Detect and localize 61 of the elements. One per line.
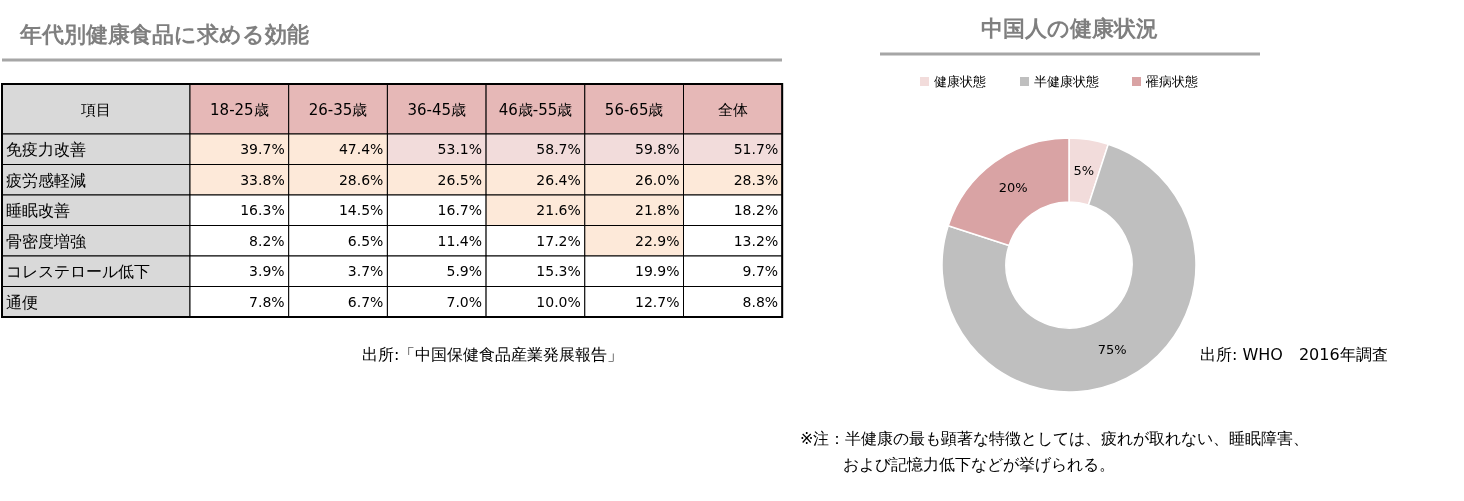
data-label: 51.7% xyxy=(733,141,779,158)
text: 出所: WHO 2016年調査 xyxy=(1200,345,1388,364)
data-label: 9.7% xyxy=(742,263,779,280)
y-tick-label: コレステロール低下 xyxy=(6,262,150,282)
data-label: 7.8% xyxy=(249,293,285,310)
text: ※注：半健康の最も顕著な特徴としては、疲れが取れない、睡眠障害、 xyxy=(800,429,1310,448)
data-label: 26.5% xyxy=(437,171,483,188)
text: および記憶力低下などが挙げられる。 xyxy=(843,455,1115,474)
y-tick-label: 免疫力改善 xyxy=(6,140,86,160)
x-tick-label: 全体 xyxy=(717,101,748,119)
data-label: 3.7% xyxy=(347,263,384,280)
data-label: 14.5% xyxy=(338,202,384,219)
chart-title: 中国人の健康状況 xyxy=(980,16,1158,41)
legend-label: 健康状態 xyxy=(934,74,986,89)
data-label: 17.2% xyxy=(536,232,581,249)
data-label: 16.7% xyxy=(437,202,483,219)
data-label: 75% xyxy=(1097,341,1127,357)
data-label: 59.8% xyxy=(635,141,680,158)
chart-title: 年代別健康食品に求める効能 xyxy=(19,22,309,47)
data-label: 6.7% xyxy=(347,293,384,310)
data-label: 58.7% xyxy=(536,141,581,158)
y-tick-label: 骨密度増強 xyxy=(6,231,86,251)
data-label: 26.0% xyxy=(635,171,680,188)
data-label: 8.2% xyxy=(249,232,285,249)
data-label: 7.0% xyxy=(446,293,483,310)
data-label: 8.8% xyxy=(742,293,779,310)
data-label: 28.3% xyxy=(733,171,779,188)
x-tick-label: 56-65歳 xyxy=(604,101,664,119)
data-label: 21.8% xyxy=(635,202,680,219)
data-label: 6.5% xyxy=(347,232,384,249)
legend-label: 罹病状態 xyxy=(1145,74,1198,89)
data-label: 53.1% xyxy=(437,141,483,158)
data-label: 18.2% xyxy=(733,202,779,219)
data-label: 47.4% xyxy=(338,141,384,158)
data-label: 11.4% xyxy=(437,232,483,249)
data-label: 33.8% xyxy=(240,171,285,188)
data-label: 13.2% xyxy=(733,232,779,249)
data-label: 12.7% xyxy=(635,293,680,310)
x-tick-label: 26-35歳 xyxy=(308,101,368,119)
legend-label: 半健康状態 xyxy=(1034,74,1099,89)
x-tick-label: 18-25歳 xyxy=(210,101,269,119)
y-tick-label: 疲労感軽減 xyxy=(6,170,86,190)
data-label: 5% xyxy=(1073,163,1095,179)
x-tick-label: 36-45歳 xyxy=(407,101,467,119)
text: 出所:「中国保健食品産業発展報告」 xyxy=(362,345,624,364)
data-label: 28.6% xyxy=(338,171,384,188)
data-label: 39.7% xyxy=(240,141,285,158)
data-label: 10.0% xyxy=(536,293,581,310)
data-label: 20% xyxy=(998,180,1028,196)
data-label: 15.3% xyxy=(536,263,581,280)
data-label: 26.4% xyxy=(536,171,581,188)
data-label: 21.6% xyxy=(536,202,581,219)
data-label: 3.9% xyxy=(249,263,285,280)
x-tick-label: 46歳-55歳 xyxy=(498,101,573,119)
data-label: 22.9% xyxy=(635,232,680,249)
y-tick-label: 通便 xyxy=(6,292,38,312)
y-tick-label: 睡眠改善 xyxy=(6,201,70,221)
y-axis-title: 項目 xyxy=(80,101,111,119)
data-label: 5.9% xyxy=(446,263,483,280)
data-label: 16.3% xyxy=(240,202,285,219)
data-label: 19.9% xyxy=(635,263,680,280)
